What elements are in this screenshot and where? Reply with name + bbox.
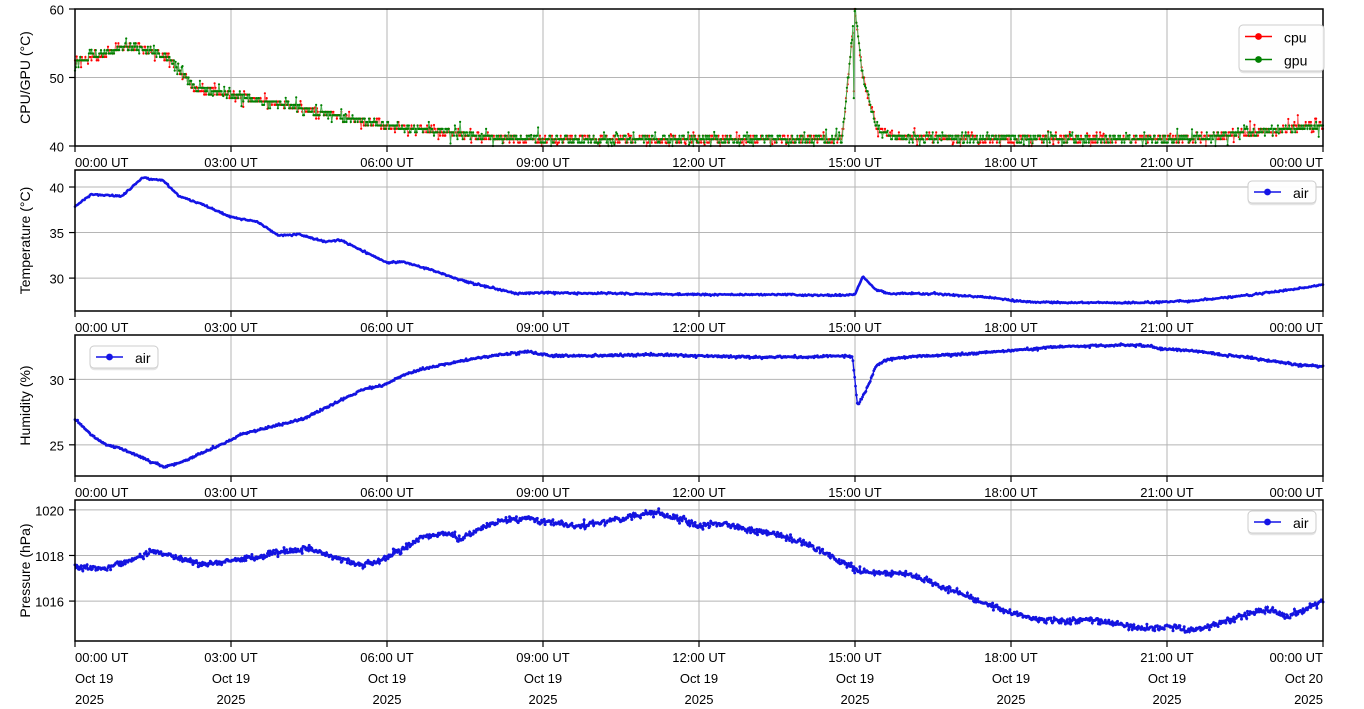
svg-text:Humidity (%): Humidity (%) — [17, 365, 33, 445]
svg-text:21:00 UT: 21:00 UT — [1140, 485, 1194, 500]
svg-text:00:00 UT: 00:00 UT — [75, 485, 129, 500]
svg-text:12:00 UT: 12:00 UT — [672, 155, 726, 170]
svg-text:Temperature (°C): Temperature (°C) — [17, 187, 33, 295]
svg-text:40: 40 — [50, 181, 64, 196]
svg-text:air: air — [1293, 185, 1309, 201]
svg-text:09:00 UT: 09:00 UT — [516, 485, 570, 500]
svg-text:18:00 UT: 18:00 UT — [984, 155, 1038, 170]
svg-text:12:00 UT: 12:00 UT — [672, 320, 726, 335]
svg-text:25: 25 — [50, 438, 64, 453]
svg-text:03:00 UT: 03:00 UT — [204, 155, 258, 170]
svg-text:12:00 UT: 12:00 UT — [672, 485, 726, 500]
svg-text:06:00 UT: 06:00 UT — [360, 155, 414, 170]
svg-text:00:00 UT: 00:00 UT — [1270, 155, 1324, 170]
svg-text:40: 40 — [50, 140, 64, 155]
svg-text:gpu: gpu — [1284, 53, 1307, 69]
svg-text:air: air — [135, 350, 151, 366]
svg-text:00:00 UT: 00:00 UT — [1270, 485, 1324, 500]
svg-text:21:00 UT: 21:00 UT — [1140, 155, 1194, 170]
svg-text:15:00 UT: 15:00 UT — [828, 320, 882, 335]
svg-text:09:00 UT: 09:00 UT — [516, 155, 570, 170]
svg-text:03:00 UT: 03:00 UT — [204, 485, 258, 500]
svg-text:60: 60 — [50, 3, 64, 18]
svg-text:09:00 UT: 09:00 UT — [516, 320, 570, 335]
svg-text:00:00 UT: 00:00 UT — [75, 155, 129, 170]
svg-text:cpu: cpu — [1284, 30, 1307, 46]
svg-text:06:00 UT: 06:00 UT — [360, 485, 414, 500]
svg-text:35: 35 — [50, 226, 64, 241]
svg-text:30: 30 — [50, 373, 64, 388]
svg-text:18:00 UT: 18:00 UT — [984, 320, 1038, 335]
svg-text:30: 30 — [50, 272, 64, 287]
svg-text:15:00 UT: 15:00 UT — [828, 155, 882, 170]
svg-text:21:00 UT: 21:00 UT — [1140, 320, 1194, 335]
svg-text:03:00 UT: 03:00 UT — [204, 320, 258, 335]
svg-text:00:00 UT: 00:00 UT — [75, 320, 129, 335]
svg-text:50: 50 — [50, 71, 64, 86]
svg-text:06:00 UT: 06:00 UT — [360, 320, 414, 335]
svg-text:15:00 UT: 15:00 UT — [828, 485, 882, 500]
svg-text:18:00 UT: 18:00 UT — [984, 485, 1038, 500]
svg-text:CPU/GPU (°C): CPU/GPU (°C) — [17, 31, 33, 124]
svg-text:00:00 UT: 00:00 UT — [1270, 320, 1324, 335]
